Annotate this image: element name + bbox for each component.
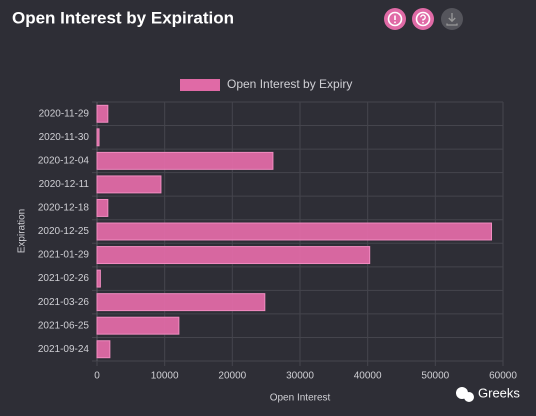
x-tick-label: 20000 [218,371,246,382]
watermark-text: Greeks [478,385,520,400]
help-button[interactable] [412,8,434,30]
x-axis-label: Open Interest [270,393,331,404]
legend-swatch [180,79,220,91]
y-tick-label: 2020-12-25 [38,226,90,237]
bar [96,222,492,241]
bar [96,246,371,265]
y-tick-label: 2020-12-11 [39,179,90,190]
y-tick-label: 2020-11-30 [39,132,90,143]
y-tick-label: 2021-01-29 [38,250,90,261]
y-tick-label: 2021-02-26 [38,273,90,284]
legend-label: Open Interest by Expiry [227,77,352,91]
watermark: Greeks [456,385,520,402]
y-tick-label: 2020-11-29 [39,108,90,119]
chart: Open Interest by Expiry Open Interest Ex… [17,77,518,403]
x-tick-label: 50000 [421,371,449,382]
x-tick-label: 40000 [354,371,382,382]
x-tick-label: 30000 [286,371,314,382]
x-tick-label: 0 [94,371,100,382]
page-title: Open Interest by Expiration [12,8,234,27]
y-tick-label: 2020-12-04 [38,156,90,167]
y-axis-label: Expiration [17,209,28,253]
info-button[interactable] [384,8,406,30]
y-tick-label: 2021-09-24 [38,344,90,355]
bar [96,198,109,217]
y-tick-label: 2020-12-18 [38,203,90,214]
bar [96,269,101,288]
x-tick-label: 60000 [489,371,517,382]
bar [96,316,180,335]
bar [96,340,111,359]
bar [96,175,162,194]
bar [96,104,109,123]
y-tick-label: 2021-03-26 [38,297,90,308]
y-tick-label: 2021-06-25 [38,320,90,331]
bar [96,151,274,170]
x-tick-label: 10000 [151,371,179,382]
bar [96,293,266,312]
download-button[interactable] [441,8,463,30]
bar [96,128,100,147]
